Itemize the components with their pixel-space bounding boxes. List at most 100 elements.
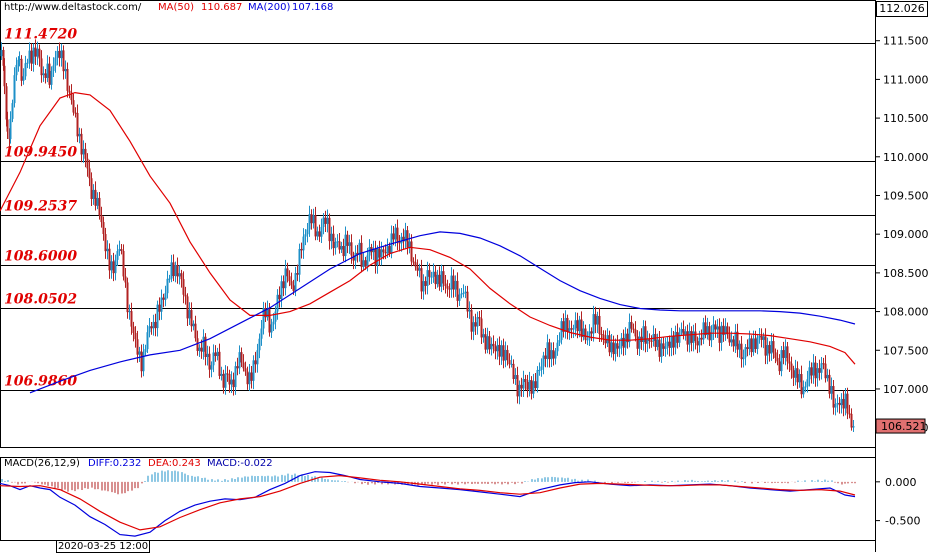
candle-body	[48, 63, 51, 85]
candle-body	[320, 226, 323, 237]
candle-body	[22, 76, 25, 81]
candle-body	[750, 338, 753, 353]
candle-body	[280, 281, 283, 300]
candle-body	[396, 227, 399, 243]
candle-body	[110, 261, 113, 271]
candle-body	[416, 266, 419, 271]
candle-body	[816, 368, 819, 379]
candle-body	[234, 366, 237, 388]
candle-body	[236, 366, 239, 369]
candle-body	[11, 103, 14, 119]
candle-body	[78, 133, 81, 137]
candle-body	[516, 375, 519, 397]
candle-body	[278, 294, 281, 300]
candle-body	[332, 233, 335, 249]
candle-body	[670, 336, 673, 348]
candle-body	[312, 215, 315, 224]
candle-body	[148, 326, 151, 333]
candle-body	[174, 265, 177, 277]
candle-body	[26, 62, 29, 64]
candle-body	[404, 230, 407, 242]
y-tick-label: 108.000	[883, 306, 929, 319]
candle-body	[86, 158, 89, 169]
candle-body	[818, 368, 821, 373]
candle-body	[158, 304, 161, 312]
candle-body	[388, 246, 391, 254]
candle-body	[442, 271, 445, 284]
source-url[interactable]: http://www.deltastock.com/	[4, 2, 142, 13]
ma200-value: 107.168	[292, 2, 334, 13]
candle-body	[184, 294, 187, 297]
candle-body	[254, 360, 257, 365]
candle-body	[476, 317, 479, 327]
candle-body	[138, 351, 141, 355]
candle-body	[766, 345, 769, 356]
candle-body	[326, 217, 329, 224]
candle-body	[752, 338, 755, 353]
candle-body	[728, 333, 731, 343]
candle-body	[656, 339, 659, 347]
candle-body	[716, 326, 719, 330]
candle-body	[354, 252, 357, 261]
candle-body	[504, 349, 507, 361]
candle-body	[648, 339, 651, 342]
candle-body	[322, 217, 325, 227]
candle-body	[614, 343, 617, 355]
candle-body	[38, 48, 41, 59]
candle-body	[410, 241, 413, 262]
candle-body	[756, 337, 759, 349]
candle-body	[96, 197, 99, 206]
candle-body	[810, 367, 813, 376]
candle-body	[848, 413, 851, 415]
candle-body	[704, 322, 707, 336]
candle-body	[68, 90, 71, 93]
ma200-line	[29, 231, 856, 394]
candle-body	[444, 283, 447, 287]
candle-body	[836, 402, 839, 404]
candle-body	[172, 262, 175, 277]
candle-body	[692, 331, 695, 343]
candle-body	[646, 339, 649, 344]
candle-body	[572, 328, 575, 330]
candle-body	[638, 336, 641, 349]
candle-body	[796, 368, 799, 383]
candle-body	[282, 281, 285, 289]
candle-body	[102, 222, 105, 235]
candle-body	[246, 371, 249, 385]
candle-body	[840, 398, 843, 406]
candle-body	[518, 384, 521, 397]
candle-body	[820, 363, 823, 373]
candle-body	[178, 273, 181, 277]
candle-body	[24, 63, 27, 77]
candle-body	[814, 362, 817, 379]
candle-body	[496, 344, 499, 352]
candle-body	[710, 332, 713, 341]
candle-body	[244, 368, 247, 372]
candle-body	[562, 321, 565, 332]
candle-body	[486, 336, 489, 350]
candle-body	[268, 309, 271, 333]
macd-dea-line	[0, 474, 856, 531]
candle-body	[264, 308, 267, 318]
candle-body	[490, 343, 493, 350]
candle-body	[588, 331, 591, 340]
candle-body	[548, 342, 551, 360]
candle-body	[94, 189, 97, 206]
candle-body	[352, 255, 355, 261]
candle-body	[108, 248, 111, 271]
candle-body	[134, 332, 137, 340]
candle-body	[218, 351, 221, 376]
candle-body	[596, 315, 599, 325]
candle-body	[778, 361, 781, 372]
candle-body	[122, 250, 125, 277]
candle-body	[632, 328, 635, 330]
candle-body	[448, 288, 451, 290]
candle-body	[432, 271, 435, 277]
candle-body	[740, 343, 743, 360]
candle-body	[806, 379, 809, 387]
candle-body	[776, 357, 779, 362]
candle-body	[468, 309, 471, 312]
candle-body	[462, 292, 465, 294]
candle-body	[550, 350, 553, 360]
candle-body	[568, 328, 571, 332]
